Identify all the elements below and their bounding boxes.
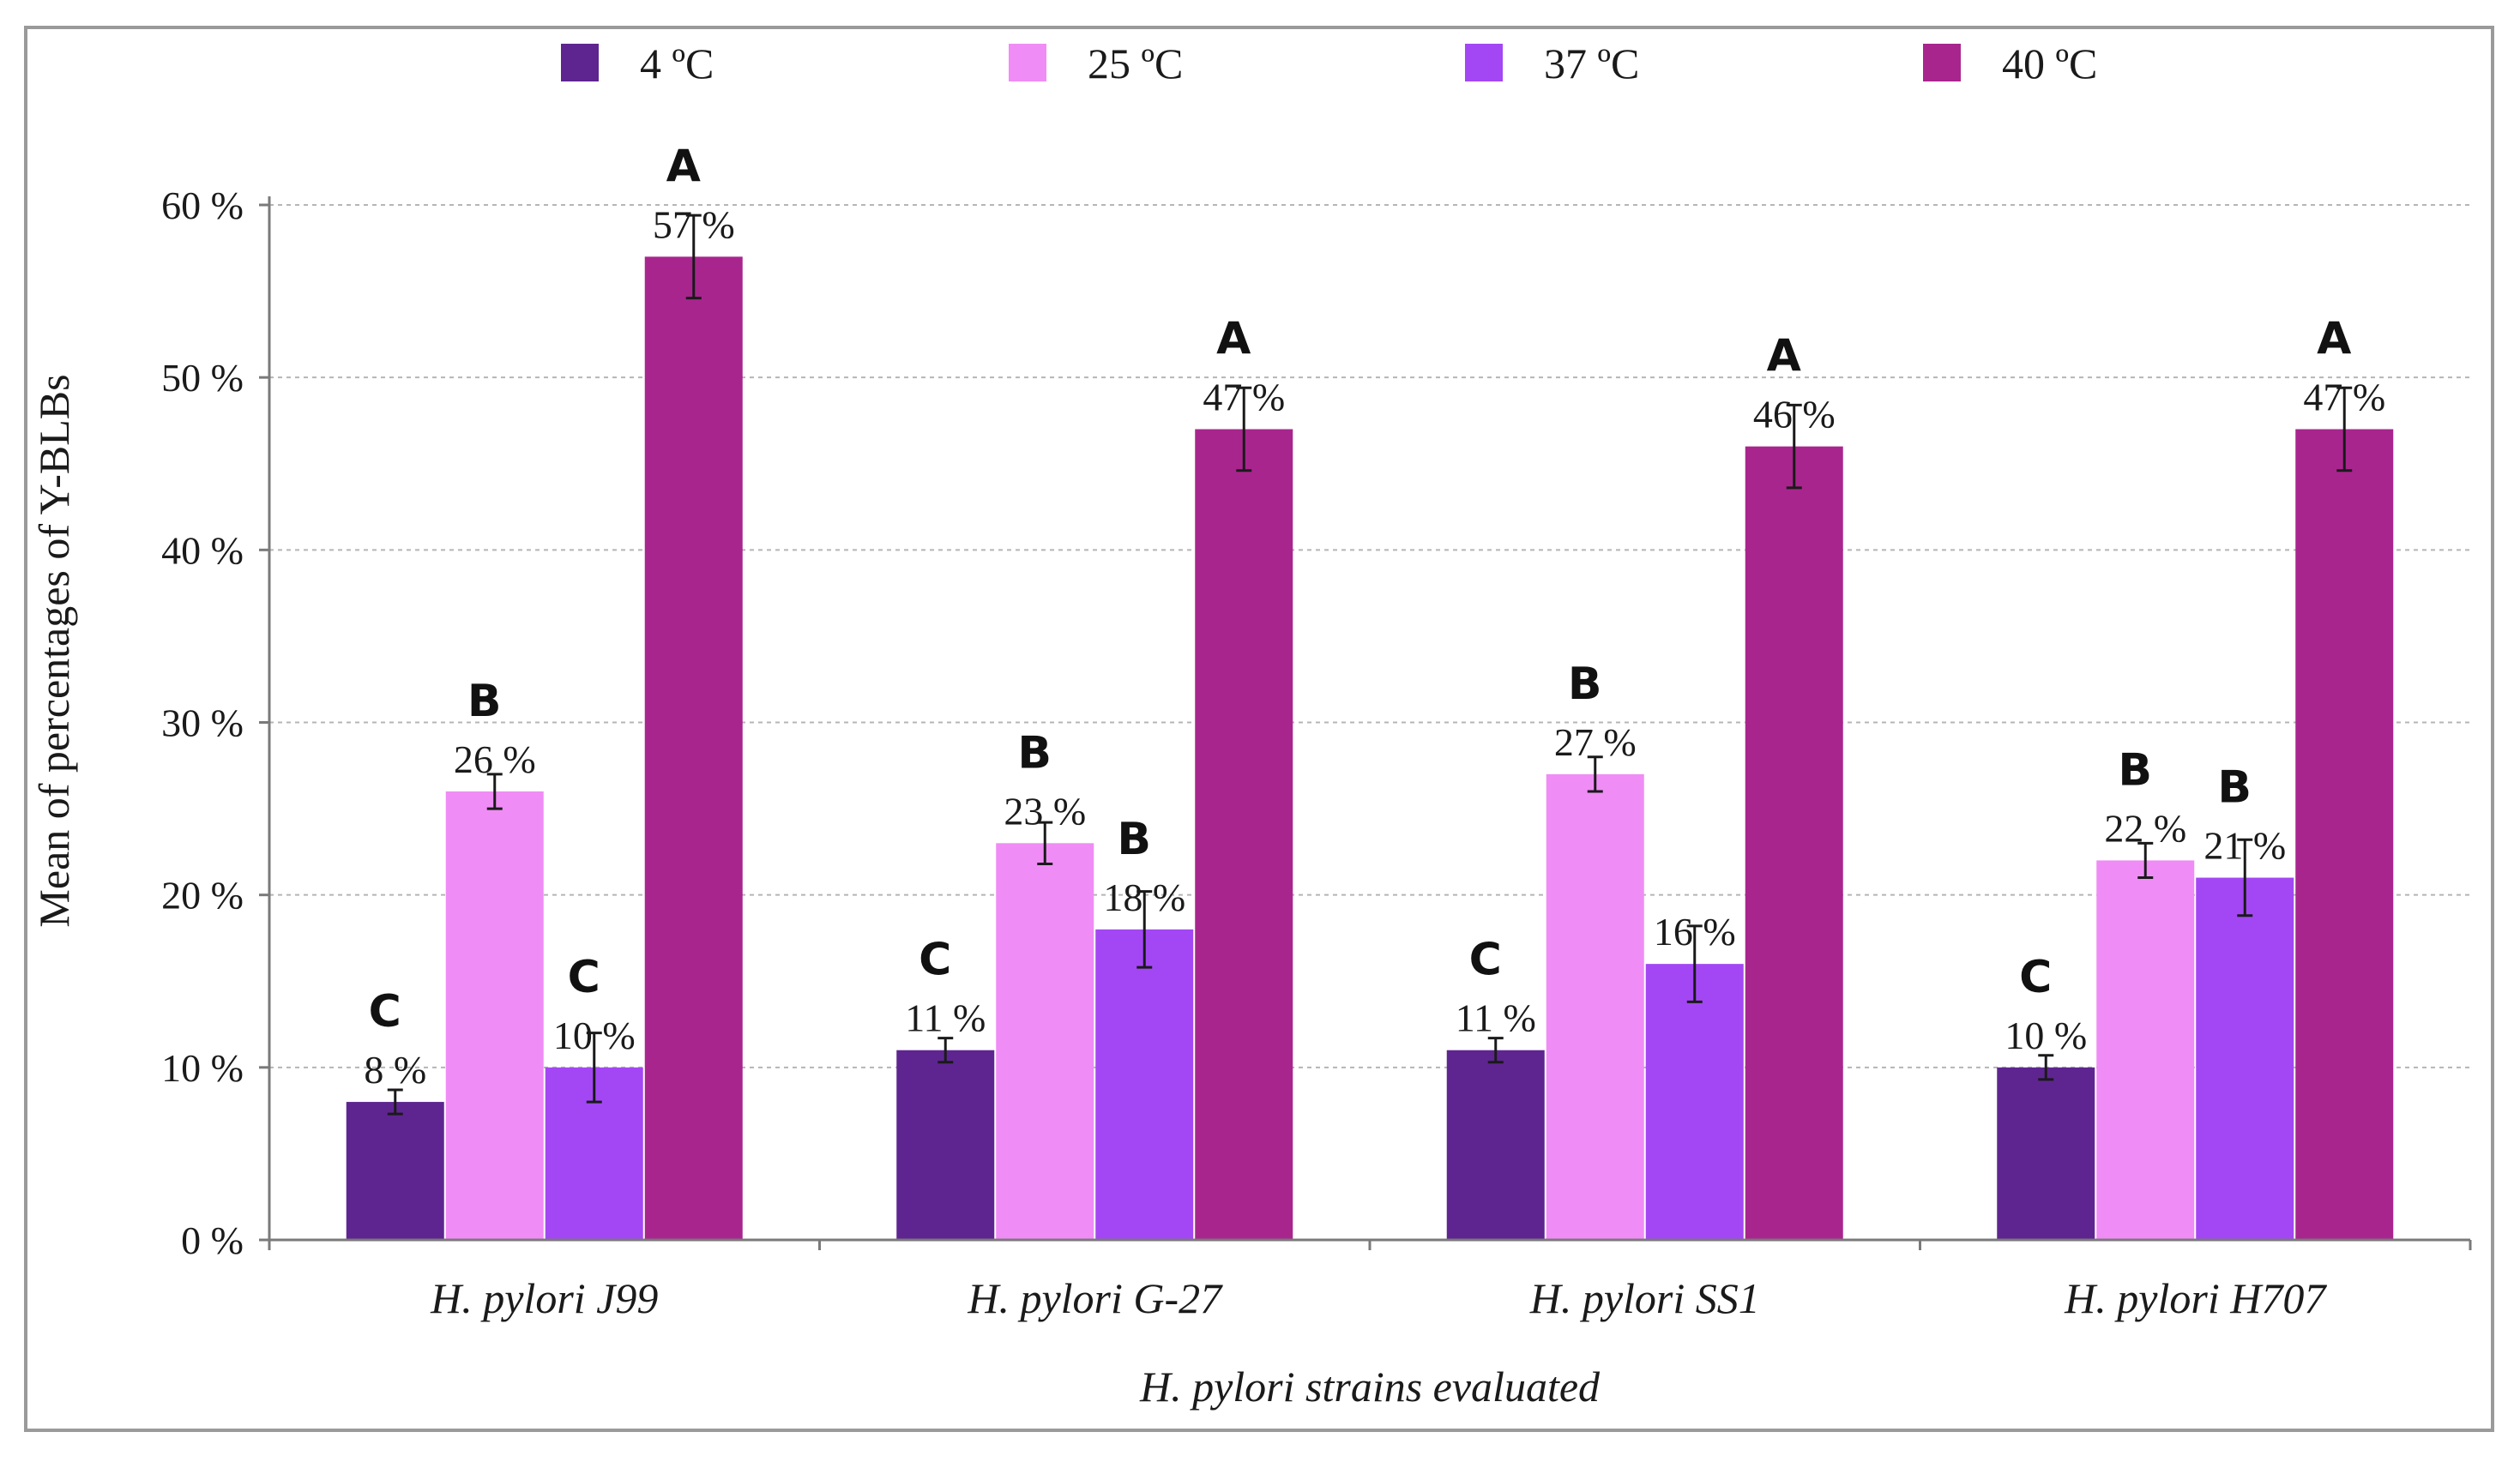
legend-label: 25 ºC: [1088, 39, 1183, 87]
legend-item: 37 ºC: [1465, 39, 1639, 87]
y-tick-label: 0 %: [181, 1218, 244, 1262]
significance-label: B: [467, 676, 502, 727]
significance-label: B: [2217, 762, 2252, 814]
significance-label: B: [1117, 814, 1151, 865]
legend-item: 25 ºC: [1009, 39, 1183, 87]
bar: [346, 1102, 444, 1240]
data-label: 57 %: [653, 202, 735, 246]
data-label: 16 %: [1654, 910, 1736, 954]
legend-swatch: [1009, 44, 1046, 81]
chart-frame: 0 % 10 % 20 % 30 % 40 % 50 % 60 % 8 % C 11 % C 11 …: [24, 26, 2494, 1432]
legend-label: 4 ºC: [640, 39, 714, 87]
significance-label: A: [2317, 314, 2351, 365]
data-label: 18 %: [1103, 875, 1185, 919]
y-tick-label: 40 %: [161, 528, 244, 572]
bar: [445, 791, 544, 1240]
bar: [996, 843, 1094, 1240]
bar: [1997, 1067, 2095, 1240]
y-tick-label: 10 %: [161, 1046, 244, 1090]
x-axis-title: H. pylori strains evaluated: [1139, 1363, 1601, 1411]
bar: [896, 1050, 995, 1240]
x-axis: H. pylori J99 H. pylori G-27 H. pylori SS1…: [268, 1238, 2472, 1322]
gridlines: [269, 204, 2470, 1068]
data-label: 10 %: [2005, 1014, 2087, 1057]
legend-swatch: [561, 44, 599, 81]
bar: [2295, 429, 2394, 1240]
bar: [1546, 773, 1644, 1240]
bar-series: 8 % C 11 % C 11 % C 10 % C 26 % B 23 % B 27 % B 22 % B 1…: [346, 141, 2394, 1241]
legend-label: 37 ºC: [1544, 39, 1639, 87]
data-label: 23 %: [1004, 789, 1086, 833]
x-category-label: H. pylori H707: [2064, 1274, 2327, 1322]
significance-label: C: [919, 935, 951, 986]
bar: [2096, 860, 2195, 1240]
x-category-label: H. pylori SS1: [1529, 1274, 1760, 1322]
y-axis-title: Mean of percentages of Y-BLBs: [30, 374, 78, 927]
x-category-label: H. pylori G-27: [967, 1274, 1223, 1322]
y-tick-label: 20 %: [161, 874, 244, 918]
legend-swatch: [1465, 44, 1503, 81]
x-category-label: H. pylori J99: [430, 1274, 658, 1322]
y-tick-label: 50 %: [161, 356, 244, 400]
bar: [1446, 1050, 1545, 1240]
significance-label: C: [568, 952, 600, 1003]
bar-chart: 0 % 10 % 20 % 30 % 40 % 50 % 60 % 8 % C 11 % C 11 …: [30, 39, 2472, 1411]
y-tick-label: 30 %: [161, 701, 244, 745]
data-label: 10 %: [553, 1014, 636, 1057]
legend-label: 40 ºC: [2002, 39, 2097, 87]
bar: [1645, 964, 1744, 1240]
data-label: 11 %: [1456, 996, 1536, 1040]
bar: [2196, 877, 2294, 1240]
data-label: 47 %: [2303, 376, 2385, 419]
data-label: 46 %: [1753, 393, 1836, 436]
data-label: 8 %: [364, 1048, 426, 1092]
data-label: 22 %: [2104, 806, 2186, 850]
significance-label: A: [1767, 331, 1801, 382]
significance-label: C: [369, 986, 401, 1038]
y-tick-label: 60 %: [161, 184, 244, 227]
significance-label: A: [666, 141, 701, 192]
significance-label: B: [2118, 744, 2152, 796]
data-label: 47 %: [1203, 376, 1285, 419]
significance-label: C: [2019, 952, 2052, 1003]
data-label: 11 %: [905, 996, 986, 1040]
data-label: 21 %: [2203, 824, 2286, 868]
legend-item: 40 ºC: [1923, 39, 2097, 87]
significance-label: C: [1469, 935, 1502, 986]
data-label: 26 %: [454, 737, 536, 781]
bar: [1195, 429, 1293, 1240]
significance-label: A: [1216, 314, 1251, 365]
data-label: 27 %: [1554, 720, 1637, 764]
legend-swatch: [1923, 44, 1961, 81]
y-axis: 0 % 10 % 20 % 30 % 40 % 50 % 60 %: [161, 184, 271, 1262]
bar: [1745, 446, 1843, 1240]
significance-label: B: [1017, 727, 1052, 779]
legend: 4 ºC 25 ºC 37 ºC 40 ºC: [561, 39, 2097, 87]
bar: [644, 256, 743, 1241]
legend-item: 4 ºC: [561, 39, 714, 87]
bar: [1095, 929, 1194, 1240]
significance-label: B: [1568, 659, 1602, 710]
